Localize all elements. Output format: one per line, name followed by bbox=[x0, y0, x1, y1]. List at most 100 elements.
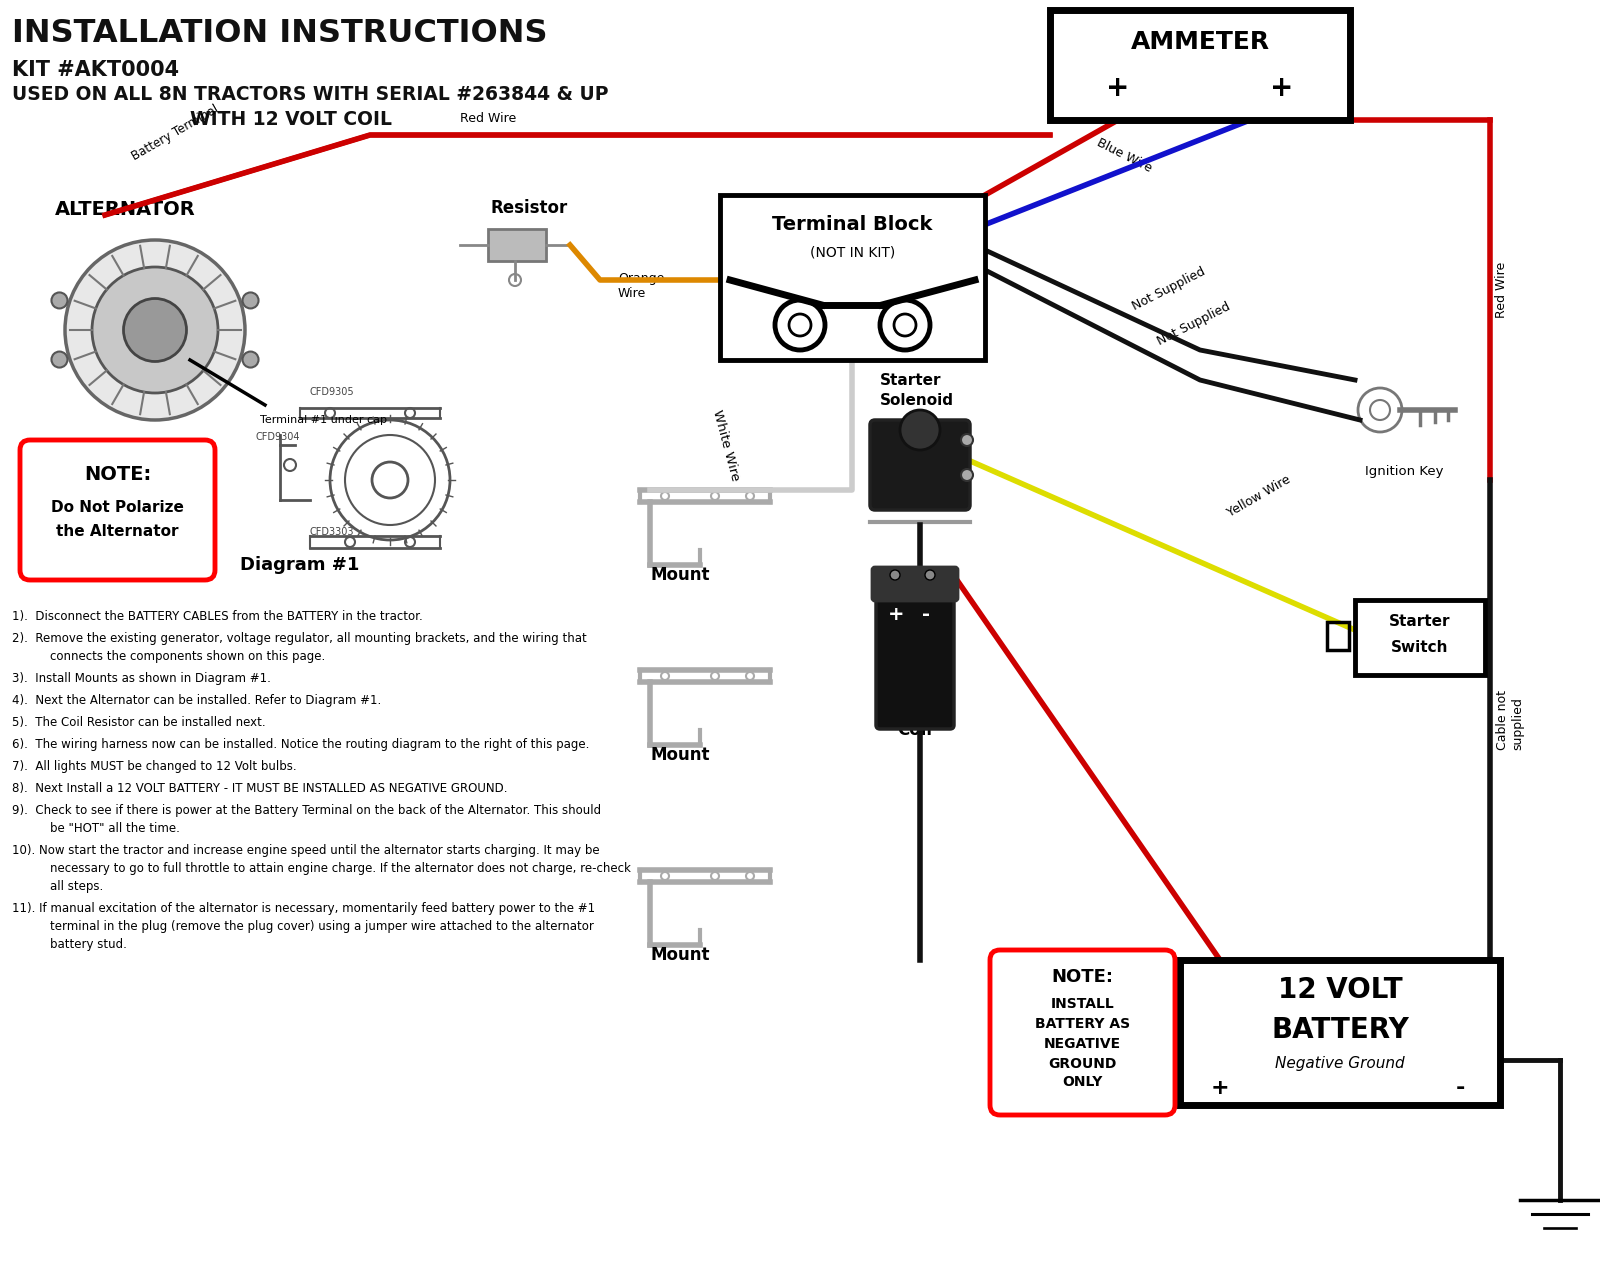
Text: 10). Now start the tractor and increase engine speed until the alternator starts: 10). Now start the tractor and increase … bbox=[13, 844, 600, 858]
Text: +: + bbox=[1270, 74, 1294, 102]
Text: Mount: Mount bbox=[650, 946, 709, 964]
Circle shape bbox=[243, 352, 259, 367]
Circle shape bbox=[661, 492, 669, 500]
Text: -: - bbox=[922, 605, 930, 625]
Text: +: + bbox=[888, 605, 904, 625]
Text: the Alternator: the Alternator bbox=[56, 525, 179, 539]
Text: CFD9304: CFD9304 bbox=[254, 431, 299, 442]
Text: Starter: Starter bbox=[1389, 614, 1451, 628]
Text: 7).  All lights MUST be changed to 12 Volt bulbs.: 7). All lights MUST be changed to 12 Vol… bbox=[13, 760, 296, 773]
Text: 9).  Check to see if there is power at the Battery Terminal on the back of the A: 9). Check to see if there is power at th… bbox=[13, 804, 602, 817]
Text: NOTE:: NOTE: bbox=[83, 466, 150, 485]
FancyBboxPatch shape bbox=[870, 420, 970, 509]
Circle shape bbox=[899, 410, 941, 451]
Text: Diagram #1: Diagram #1 bbox=[240, 556, 360, 573]
Text: 12 VOLT: 12 VOLT bbox=[1278, 975, 1402, 1004]
Text: 5).  The Coil Resistor can be installed next.: 5). The Coil Resistor can be installed n… bbox=[13, 716, 266, 730]
Text: Red Wire: Red Wire bbox=[461, 111, 517, 125]
Circle shape bbox=[710, 872, 718, 881]
Text: Negative Ground: Negative Ground bbox=[1275, 1056, 1405, 1071]
Circle shape bbox=[746, 492, 754, 500]
Text: Terminal #1 under cap: Terminal #1 under cap bbox=[259, 415, 387, 425]
Text: terminal in the plug (remove the plug cover) using a jumper wire attached to the: terminal in the plug (remove the plug co… bbox=[19, 920, 594, 933]
Text: Solenoid: Solenoid bbox=[880, 393, 954, 408]
Circle shape bbox=[93, 268, 218, 393]
Text: Switch: Switch bbox=[1392, 640, 1448, 655]
FancyBboxPatch shape bbox=[872, 567, 958, 602]
Bar bbox=[1181, 960, 1501, 1105]
Text: Resistor: Resistor bbox=[490, 198, 568, 218]
Text: -: - bbox=[1456, 1078, 1464, 1098]
Circle shape bbox=[661, 872, 669, 881]
Text: AMMETER: AMMETER bbox=[1131, 29, 1269, 54]
Text: be "HOT" all the time.: be "HOT" all the time. bbox=[19, 822, 179, 835]
Text: BATTERY AS: BATTERY AS bbox=[1035, 1018, 1130, 1030]
FancyBboxPatch shape bbox=[19, 440, 214, 580]
Text: ONLY: ONLY bbox=[1062, 1075, 1102, 1089]
Text: KIT #AKT0004: KIT #AKT0004 bbox=[13, 60, 179, 79]
Circle shape bbox=[746, 672, 754, 680]
Text: White Wire: White Wire bbox=[710, 408, 741, 483]
Text: Battery Terminal: Battery Terminal bbox=[130, 102, 221, 163]
Text: Yellow Wire: Yellow Wire bbox=[1226, 474, 1293, 520]
Text: 3).  Install Mounts as shown in Diagram #1.: 3). Install Mounts as shown in Diagram #… bbox=[13, 672, 270, 685]
Text: Mount: Mount bbox=[650, 746, 709, 764]
Text: battery stud.: battery stud. bbox=[19, 938, 126, 951]
Bar bbox=[1326, 622, 1349, 650]
Circle shape bbox=[243, 292, 259, 308]
Circle shape bbox=[925, 570, 934, 580]
Circle shape bbox=[962, 434, 973, 445]
Text: WITH 12 VOLT COIL: WITH 12 VOLT COIL bbox=[190, 110, 392, 129]
Bar bbox=[1355, 600, 1485, 675]
Text: CFD3303: CFD3303 bbox=[310, 527, 355, 538]
Text: Orange
Wire: Orange Wire bbox=[618, 271, 664, 300]
Text: BATTERY: BATTERY bbox=[1270, 1016, 1410, 1044]
Text: 1).  Disconnect the BATTERY CABLES from the BATTERY in the tractor.: 1). Disconnect the BATTERY CABLES from t… bbox=[13, 611, 422, 623]
Text: +: + bbox=[1211, 1078, 1229, 1098]
Circle shape bbox=[710, 672, 718, 680]
Text: Do Not Polarize: Do Not Polarize bbox=[51, 500, 184, 516]
Bar bbox=[720, 195, 986, 360]
Text: Coil: Coil bbox=[898, 721, 933, 739]
Text: 2).  Remove the existing generator, voltage regulator, all mounting brackets, an: 2). Remove the existing generator, volta… bbox=[13, 632, 587, 645]
Text: Not Supplied: Not Supplied bbox=[1155, 300, 1232, 348]
Text: connects the components shown on this page.: connects the components shown on this pa… bbox=[19, 650, 325, 663]
Text: all steps.: all steps. bbox=[19, 881, 104, 893]
Text: GROUND: GROUND bbox=[1048, 1057, 1117, 1071]
FancyBboxPatch shape bbox=[990, 950, 1174, 1115]
Text: NEGATIVE: NEGATIVE bbox=[1043, 1037, 1122, 1051]
Text: (NOT IN KIT): (NOT IN KIT) bbox=[810, 246, 894, 260]
FancyBboxPatch shape bbox=[877, 586, 954, 730]
Text: +: + bbox=[1106, 74, 1130, 102]
Bar bbox=[1050, 10, 1350, 120]
Text: 8).  Next Install a 12 VOLT BATTERY - IT MUST BE INSTALLED AS NEGATIVE GROUND.: 8). Next Install a 12 VOLT BATTERY - IT … bbox=[13, 782, 507, 795]
Text: 6).  The wiring harness now can be installed. Notice the routing diagram to the : 6). The wiring harness now can be instal… bbox=[13, 739, 589, 751]
Text: USED ON ALL 8N TRACTORS WITH SERIAL #263844 & UP: USED ON ALL 8N TRACTORS WITH SERIAL #263… bbox=[13, 84, 608, 104]
Circle shape bbox=[661, 672, 669, 680]
Circle shape bbox=[890, 570, 899, 580]
Circle shape bbox=[710, 492, 718, 500]
Text: Terminal Block: Terminal Block bbox=[773, 215, 933, 234]
Text: Cable not
supplied: Cable not supplied bbox=[1496, 690, 1523, 750]
Text: Blue Wire: Blue Wire bbox=[1094, 136, 1154, 175]
Text: CFD9305: CFD9305 bbox=[310, 387, 355, 397]
Circle shape bbox=[51, 292, 67, 308]
Text: Ignition Key: Ignition Key bbox=[1365, 465, 1443, 477]
Text: ALTERNATOR: ALTERNATOR bbox=[54, 200, 195, 219]
Text: Not Supplied: Not Supplied bbox=[1130, 265, 1208, 314]
Text: 4).  Next the Alternator can be installed. Refer to Diagram #1.: 4). Next the Alternator can be installed… bbox=[13, 694, 381, 707]
Text: Mount: Mount bbox=[650, 566, 709, 584]
Circle shape bbox=[962, 468, 973, 481]
Text: Starter: Starter bbox=[880, 372, 941, 388]
Circle shape bbox=[123, 298, 187, 361]
Text: Red Wire: Red Wire bbox=[1494, 262, 1507, 319]
Circle shape bbox=[51, 352, 67, 367]
Circle shape bbox=[66, 241, 245, 420]
Bar bbox=[488, 229, 546, 261]
Text: necessary to go to full throttle to attain engine charge. If the alternator does: necessary to go to full throttle to atta… bbox=[19, 861, 630, 876]
Text: 11). If manual excitation of the alternator is necessary, momentarily feed batte: 11). If manual excitation of the alterna… bbox=[13, 902, 595, 915]
Text: NOTE:: NOTE: bbox=[1051, 968, 1114, 986]
Circle shape bbox=[746, 872, 754, 881]
Text: INSTALL: INSTALL bbox=[1051, 997, 1114, 1011]
Text: INSTALLATION INSTRUCTIONS: INSTALLATION INSTRUCTIONS bbox=[13, 18, 547, 49]
